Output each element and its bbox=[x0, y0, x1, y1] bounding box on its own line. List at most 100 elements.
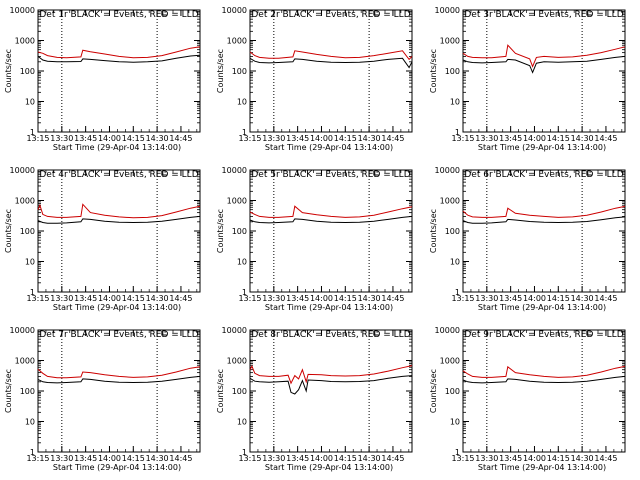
y-tick-label: 1000 bbox=[227, 37, 247, 46]
x-tick-label: 14:00 bbox=[310, 134, 333, 143]
y-tick-label: 100 bbox=[232, 227, 247, 236]
series-line-events bbox=[37, 375, 201, 384]
chart-panel-5: 1 10 100 1000 10000 13:15 13:30 13:45 14:00 14:15… bbox=[216, 166, 413, 312]
y-tick-label: 100 bbox=[445, 67, 460, 76]
x-tick-label: 14:00 bbox=[523, 294, 546, 303]
y-tick-label: 1 bbox=[455, 448, 460, 457]
y-tick-label: 10 bbox=[450, 98, 460, 107]
chart-panel-3: 1 10 100 1000 10000 13:15 13:30 13:45 14:00 14:15… bbox=[429, 6, 626, 152]
chart-panel-7: 1 10 100 1000 10000 13:15 13:30 13:45 14:00 14:15… bbox=[4, 326, 201, 472]
x-axis-label: Start Time (29-Apr-04 13:14:00) bbox=[478, 143, 606, 152]
x-tick-label: 13:45 bbox=[499, 134, 522, 143]
y-tick-label: 10 bbox=[237, 98, 247, 107]
y-tick-label: 10 bbox=[450, 418, 460, 427]
y-tick-label: 100 bbox=[445, 387, 460, 396]
x-tick-label: 13:30 bbox=[475, 454, 498, 463]
x-tick-label: 13:30 bbox=[262, 294, 285, 303]
x-tick-label: 14:30 bbox=[146, 454, 169, 463]
range-bracket-marker bbox=[161, 11, 167, 16]
chart-title: Det 8r BLACK = Events, RED = LLD bbox=[251, 330, 410, 340]
y-axis-label: Counts/sec bbox=[4, 369, 13, 413]
x-tick-label: 14:45 bbox=[594, 134, 617, 143]
range-bracket-marker bbox=[586, 171, 592, 176]
x-tick-label: 14:15 bbox=[547, 294, 570, 303]
y-tick-label: 100 bbox=[445, 227, 460, 236]
series-line-events bbox=[37, 54, 201, 63]
y-tick-label: 100 bbox=[20, 227, 35, 236]
x-tick-label: 14:45 bbox=[169, 454, 192, 463]
x-axis-label: Start Time (29-Apr-04 13:14:00) bbox=[478, 303, 606, 312]
y-tick-label: 10 bbox=[25, 258, 35, 267]
y-tick-label: 10 bbox=[237, 418, 247, 427]
y-tick-label: 1000 bbox=[440, 197, 460, 206]
x-tick-label: 14:15 bbox=[547, 454, 570, 463]
series-line-lld bbox=[37, 46, 201, 59]
y-tick-label: 1 bbox=[242, 128, 247, 137]
y-tick-label: 1 bbox=[455, 128, 460, 137]
y-tick-label: 100 bbox=[232, 387, 247, 396]
y-tick-label: 1000 bbox=[15, 37, 35, 46]
x-axis-label: Start Time (29-Apr-04 13:14:00) bbox=[53, 303, 181, 312]
y-axis-label: Counts/sec bbox=[216, 369, 225, 413]
x-tick-label: 14:00 bbox=[523, 454, 546, 463]
chart-title: Det 5r BLACK = Events, RED = LLD bbox=[251, 170, 410, 180]
y-tick-label: 10000 bbox=[435, 326, 460, 335]
y-tick-label: 1000 bbox=[227, 197, 247, 206]
y-tick-label: 10000 bbox=[435, 166, 460, 175]
y-tick-label: 10000 bbox=[10, 166, 35, 175]
series-line-events bbox=[462, 216, 626, 224]
x-tick-label: 14:30 bbox=[571, 454, 594, 463]
x-tick-label: 14:00 bbox=[310, 454, 333, 463]
series-line-lld bbox=[462, 205, 626, 218]
x-tick-label: 13:30 bbox=[262, 454, 285, 463]
y-tick-label: 1 bbox=[455, 288, 460, 297]
series-line-events bbox=[249, 215, 413, 224]
x-tick-label: 14:00 bbox=[98, 294, 121, 303]
x-tick-label: 13:30 bbox=[50, 454, 73, 463]
x-tick-label: 14:15 bbox=[334, 134, 357, 143]
y-tick-label: 10000 bbox=[222, 166, 247, 175]
x-tick-label: 13:30 bbox=[50, 294, 73, 303]
y-tick-label: 10 bbox=[237, 258, 247, 267]
y-axis-label: Counts/sec bbox=[216, 209, 225, 253]
chart-panel-1: 1 10 100 1000 10000 13:15 13:30 13:45 14:00 14:15… bbox=[4, 6, 201, 152]
series-line-lld bbox=[37, 366, 201, 379]
x-tick-label: 14:00 bbox=[310, 294, 333, 303]
y-tick-label: 10 bbox=[25, 418, 35, 427]
y-tick-label: 10 bbox=[25, 98, 35, 107]
y-tick-label: 1 bbox=[242, 288, 247, 297]
y-tick-label: 1 bbox=[30, 128, 35, 137]
x-tick-label: 13:15 bbox=[238, 294, 261, 303]
range-bracket-marker bbox=[586, 11, 592, 16]
y-axis-label: Counts/sec bbox=[4, 49, 13, 93]
x-tick-label: 14:30 bbox=[358, 294, 381, 303]
y-tick-label: 1000 bbox=[440, 37, 460, 46]
chart-title: Det 6r BLACK = Events, RED = LLD bbox=[464, 170, 623, 180]
x-tick-label: 14:15 bbox=[122, 134, 145, 143]
x-tick-label: 13:45 bbox=[74, 134, 97, 143]
x-tick-label: 13:45 bbox=[74, 294, 97, 303]
x-tick-label: 14:45 bbox=[169, 134, 192, 143]
chart-title: Det 7r BLACK = Events, RED = LLD bbox=[39, 330, 198, 340]
x-tick-label: 14:45 bbox=[381, 134, 404, 143]
y-axis-label: Counts/sec bbox=[4, 209, 13, 253]
y-tick-label: 1 bbox=[30, 448, 35, 457]
series-line-lld bbox=[249, 205, 413, 218]
x-tick-label: 13:15 bbox=[451, 454, 474, 463]
x-tick-label: 14:45 bbox=[169, 294, 192, 303]
x-tick-label: 14:15 bbox=[122, 454, 145, 463]
x-tick-label: 14:15 bbox=[334, 454, 357, 463]
range-bracket-marker bbox=[373, 331, 379, 336]
x-tick-label: 14:15 bbox=[122, 294, 145, 303]
x-tick-label: 14:45 bbox=[381, 294, 404, 303]
y-tick-label: 1000 bbox=[15, 197, 35, 206]
y-axis-label: Counts/sec bbox=[429, 49, 438, 93]
series-line-lld bbox=[249, 365, 413, 385]
chart-title: Det 3r BLACK = Events, RED = LLD bbox=[464, 10, 623, 20]
x-tick-label: 13:30 bbox=[475, 294, 498, 303]
x-tick-label: 13:45 bbox=[499, 454, 522, 463]
series-line-events bbox=[37, 215, 201, 224]
x-tick-label: 14:15 bbox=[547, 134, 570, 143]
x-axis-label: Start Time (29-Apr-04 13:14:00) bbox=[478, 463, 606, 472]
